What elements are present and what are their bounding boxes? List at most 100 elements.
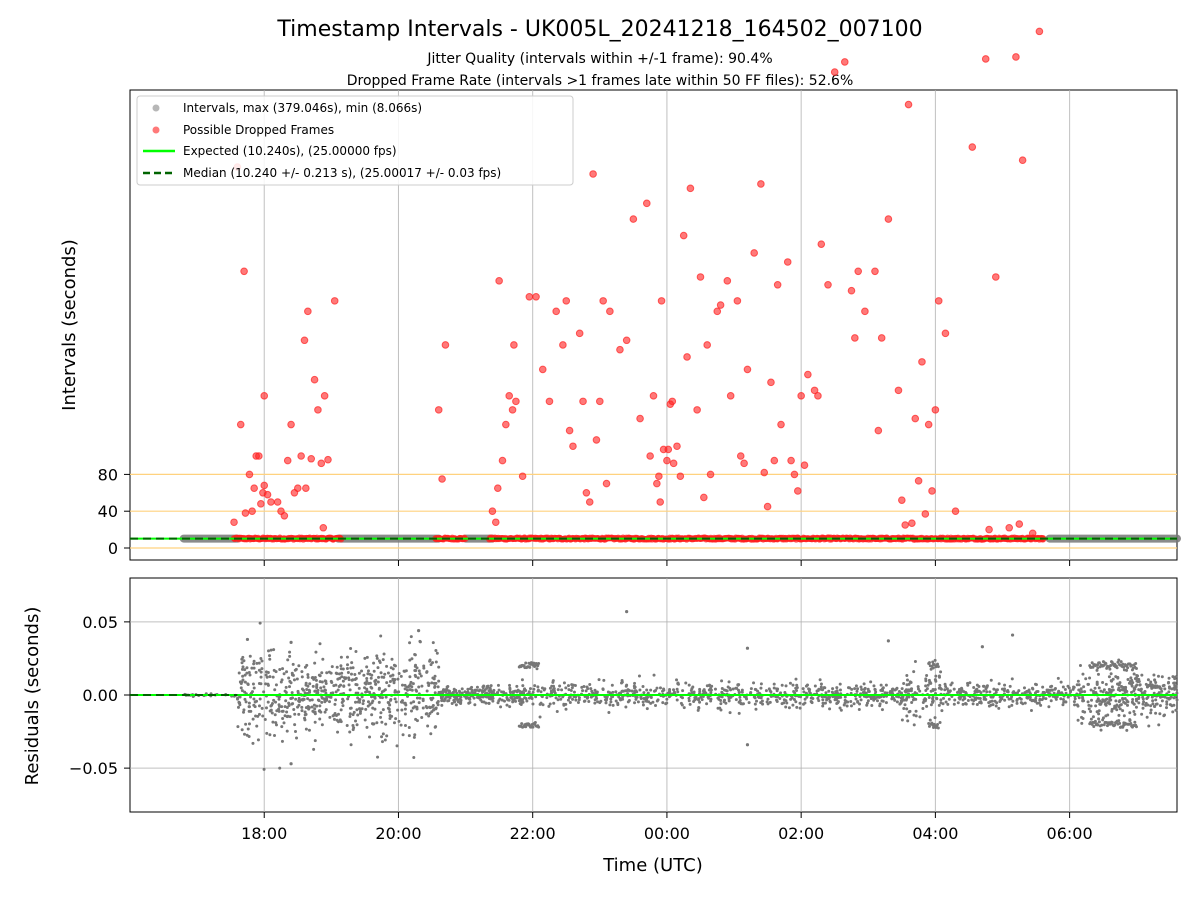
residual-point <box>329 691 333 695</box>
dropped-frame-point <box>512 397 520 406</box>
dropped-frame-point <box>592 436 601 444</box>
residual-point <box>661 701 665 705</box>
residual-point <box>242 710 246 714</box>
residual-point <box>436 685 440 689</box>
residual-point <box>1158 712 1162 716</box>
residual-band-point <box>1117 658 1121 662</box>
residual-point <box>336 677 340 681</box>
residual-point <box>738 699 742 703</box>
residual-point <box>238 703 242 707</box>
dropped-frame-point <box>240 267 248 276</box>
dropped-frame-point <box>851 334 859 342</box>
dropped-frame-point <box>797 392 805 400</box>
residual-point <box>454 703 458 707</box>
residual-point <box>782 701 786 705</box>
residual-point <box>454 689 458 693</box>
residual-point <box>348 730 352 734</box>
residual-point <box>536 688 540 692</box>
residual-point <box>377 687 381 691</box>
residual-point <box>281 709 285 713</box>
residual-point <box>573 684 577 688</box>
residual-point <box>974 688 978 692</box>
residual-point <box>407 725 411 729</box>
x-tick-label: 04:00 <box>912 824 958 843</box>
residual-point <box>569 688 573 692</box>
dropped-frame-point <box>985 525 993 534</box>
residual-point <box>649 701 653 705</box>
residual-point <box>400 708 404 712</box>
residual-point <box>251 717 255 721</box>
residual-point <box>873 688 877 692</box>
residual-point <box>415 696 419 700</box>
residual-point <box>564 707 568 711</box>
residual-point <box>475 688 479 692</box>
residual-point <box>971 702 975 706</box>
residual-point <box>497 688 501 692</box>
residual-point <box>1077 688 1081 692</box>
residual-point <box>293 723 297 727</box>
dropped-frame-point <box>668 397 677 406</box>
residual-point <box>956 701 960 705</box>
dropped-frame-point <box>236 420 245 429</box>
residual-point <box>272 698 276 702</box>
residual-point <box>553 691 557 695</box>
intervals-y-tick-label: 80 <box>98 465 118 484</box>
residual-point <box>576 700 580 704</box>
residual-point <box>417 685 421 689</box>
residual-point <box>960 689 964 693</box>
residual-point <box>1072 700 1076 704</box>
residual-band-point <box>533 721 537 725</box>
residual-point <box>1118 699 1122 703</box>
dropped-frame-point <box>510 341 518 349</box>
dropped-frame-point <box>898 496 906 504</box>
residual-point <box>248 654 252 658</box>
residual-point <box>403 701 407 705</box>
residual-band-point <box>524 661 528 665</box>
residual-point <box>1093 686 1097 690</box>
dropped-frame-point <box>736 452 745 460</box>
residual-point <box>589 695 593 699</box>
residual-point <box>247 705 251 709</box>
residual-point <box>645 707 649 711</box>
residual-point <box>257 668 261 672</box>
residual-point <box>655 699 659 703</box>
residual-point <box>270 711 274 715</box>
residual-point <box>914 709 918 713</box>
residual-point <box>609 700 613 704</box>
residual-point <box>963 697 967 701</box>
residual-point <box>759 682 763 686</box>
residual-point <box>1150 695 1154 699</box>
residual-point <box>1033 691 1037 695</box>
residual-point <box>634 697 638 701</box>
residual-point <box>939 670 943 674</box>
residual-point <box>819 685 823 689</box>
residual-point <box>512 698 516 702</box>
residual-point <box>360 707 364 711</box>
residual-point <box>380 740 384 744</box>
residual-point <box>1019 701 1023 705</box>
residual-point <box>308 682 312 686</box>
residual-point <box>1061 685 1065 689</box>
residual-point <box>351 723 355 727</box>
residual-point <box>1008 684 1012 688</box>
residual-point <box>356 700 360 704</box>
residual-point <box>902 681 906 685</box>
dropped-frame-point <box>441 341 450 349</box>
residual-point <box>285 706 289 710</box>
residual-point <box>641 685 645 689</box>
residual-point <box>303 713 307 717</box>
legend-intervals-marker <box>152 104 160 112</box>
residual-point <box>627 688 631 692</box>
residual-point <box>697 706 701 710</box>
residual-point <box>794 686 798 690</box>
residual-point <box>518 697 522 701</box>
residual-point <box>348 714 352 718</box>
residual-point <box>985 690 989 694</box>
residual-point <box>755 699 759 703</box>
residual-point <box>1122 700 1126 704</box>
residual-point <box>339 664 343 668</box>
residual-point <box>1124 690 1128 694</box>
residual-point <box>654 703 658 707</box>
residual-point <box>1076 679 1080 683</box>
residual-point <box>692 691 696 695</box>
